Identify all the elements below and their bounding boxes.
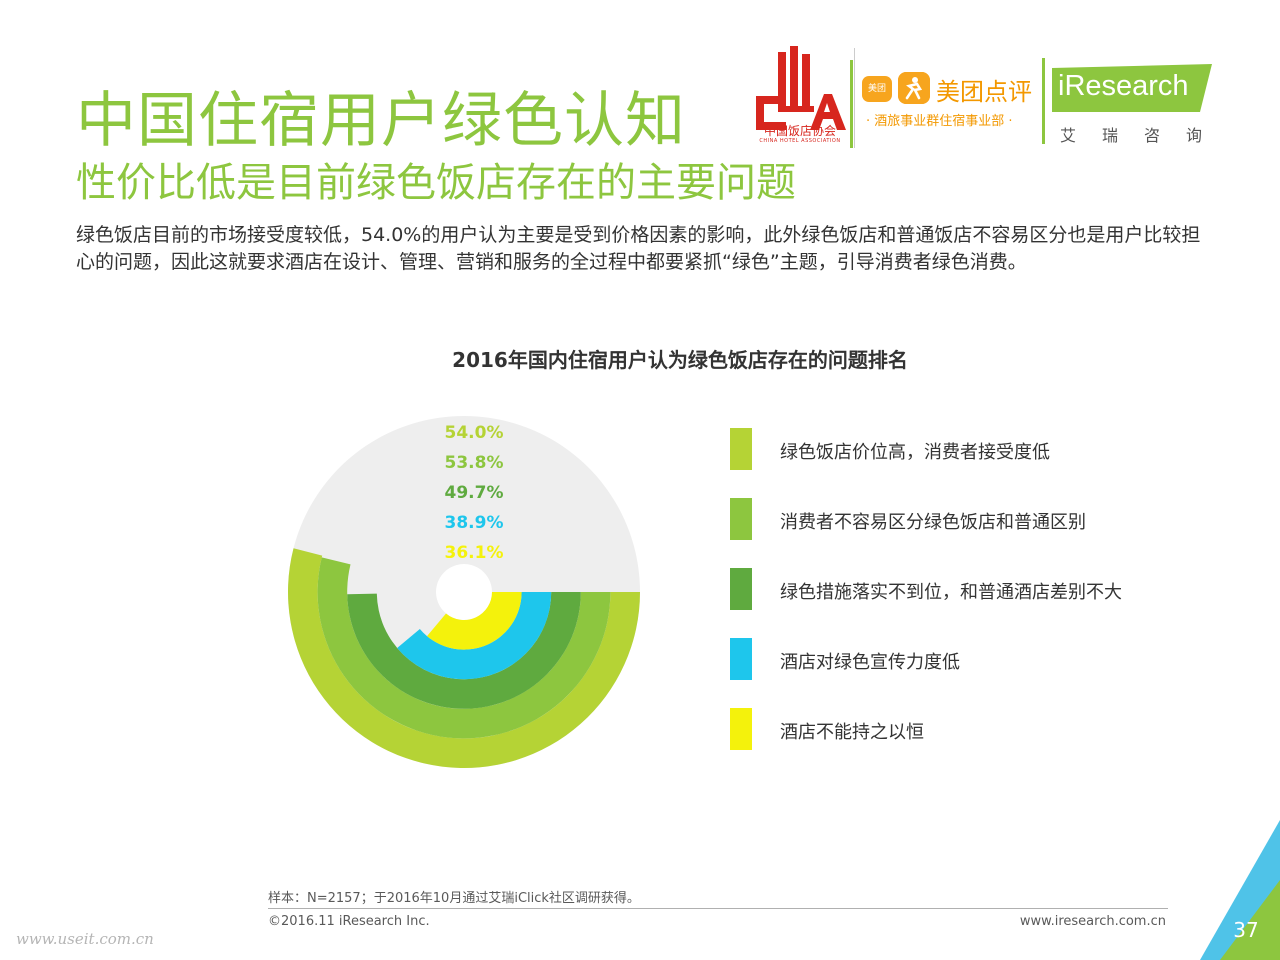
chart-bar-1 — [288, 548, 640, 768]
data-label-5: 36.1% — [445, 543, 504, 563]
meituan-badge: 美团 — [862, 76, 892, 102]
legend-swatch-2 — [730, 498, 752, 540]
watermark: www.useit.com.cn — [16, 930, 154, 948]
logo-divider-green — [850, 60, 853, 148]
sample-note: 样本：N=2157；于2016年10月通过艾瑞iClick社区调研获得。 — [268, 891, 640, 906]
legend-label-2: 消费者不容易区分绿色饭店和普通区别 — [780, 512, 1086, 533]
cha-english-name: CHINA HOTEL ASSOCIATION — [759, 138, 841, 144]
legend-label-5: 酒店不能持之以恒 — [780, 722, 924, 743]
data-label-4: 38.9% — [445, 513, 504, 533]
page-subtitle: 性价比低是目前绿色饭店存在的主要问题 — [76, 160, 796, 206]
legend-swatch-1 — [730, 428, 752, 470]
legend-swatch-5 — [730, 708, 752, 750]
chart-bar-3 — [347, 592, 581, 709]
chart-bar-5 — [427, 592, 522, 650]
intro-paragraph: 绿色饭店目前的市场接受度较低，54.0%的用户认为主要是受到价格因素的影响，此外… — [76, 224, 1201, 273]
data-label-3: 49.7% — [445, 483, 504, 503]
legend-swatch-4 — [730, 638, 752, 680]
legend-swatch-3 — [730, 568, 752, 610]
china-hotel-association-logo — [756, 46, 846, 130]
cha-name: 中国饭店协会 — [763, 124, 836, 138]
iresearch-chinese-name: 艾瑞咨询 — [1060, 126, 1229, 145]
meituan-division: · 酒旅事业群住宿事业部 · — [866, 114, 1013, 129]
partner-logos: 中国饭店协会 CHINA HOTEL ASSOCIATION 美团 美团点评 ·… — [752, 38, 1222, 158]
legend-label-4: 酒店对绿色宣传力度低 — [780, 652, 960, 673]
page-number: 37 — [1233, 918, 1259, 942]
iresearch-name: iResearch — [1058, 70, 1189, 102]
chart-title: 2016年国内住宿用户认为绿色饭店存在的问题排名 — [452, 348, 908, 372]
footer-divider — [268, 908, 1168, 909]
iresearch-banner-shape — [1052, 64, 1212, 112]
website-url: www.iresearch.com.cn — [1019, 914, 1166, 929]
logo-divider — [854, 48, 855, 148]
radial-bar-chart: 54.0% 53.8% 49.7% 38.9% 36.1% — [288, 415, 640, 768]
legend-label-1: 绿色饭店价位高，消费者接受度低 — [780, 442, 1050, 463]
page-title: 中国住宿用户绿色认知 — [76, 86, 686, 156]
chart-bar-4 — [397, 592, 552, 680]
corner-decoration — [1200, 820, 1280, 960]
legend-label-3: 绿色措施落实不到位，和普通酒店差别不大 — [780, 582, 1122, 603]
meituan-name: 美团点评 — [936, 78, 1032, 106]
copyright: ©2016.11 iResearch Inc. — [268, 914, 430, 929]
data-label-1: 54.0% — [445, 423, 504, 443]
dianping-runner-icon — [898, 72, 930, 104]
data-label-2: 53.8% — [445, 453, 504, 473]
chart-bar-2 — [317, 557, 611, 739]
logo-divider-2 — [1042, 58, 1045, 144]
